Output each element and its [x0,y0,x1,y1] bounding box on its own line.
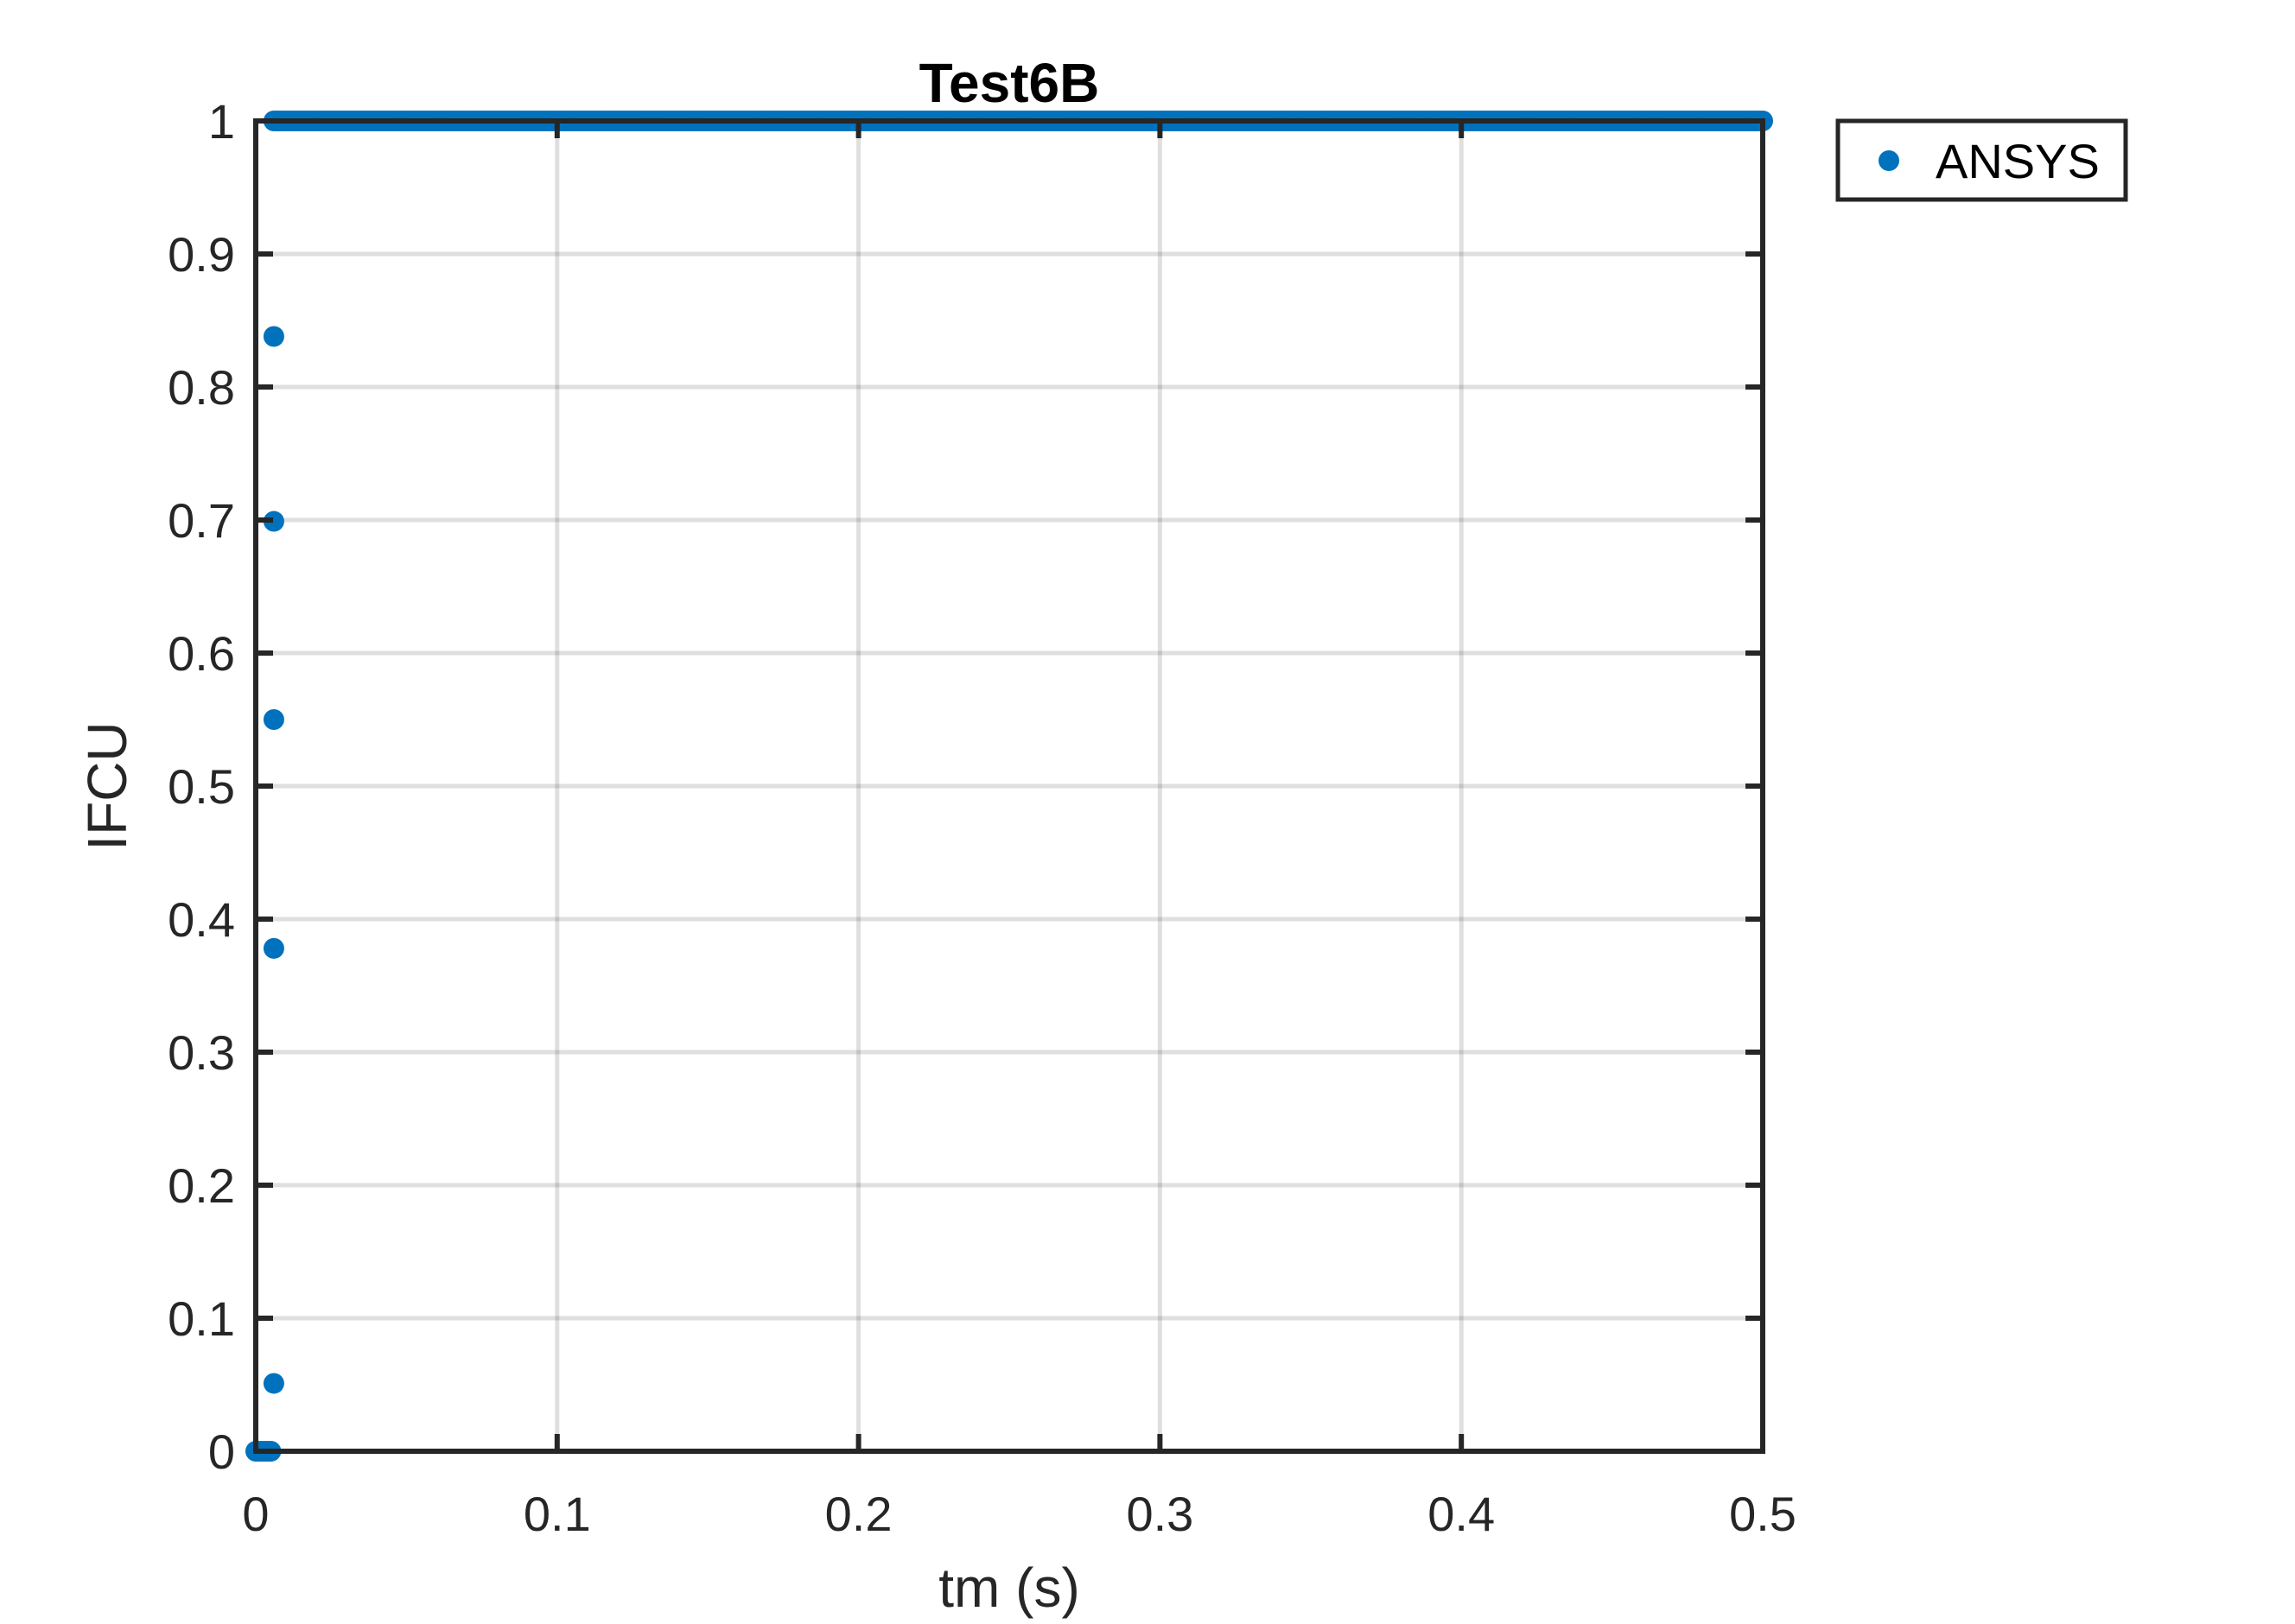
legend-marker [1879,150,1899,171]
y-tick-label: 1 [208,94,235,149]
y-tick-label: 0.2 [168,1158,235,1213]
y-tick-label: 0.3 [168,1025,235,1080]
y-tick-label: 0.7 [168,493,235,548]
tick-marks [253,118,1765,1454]
legend-entry-ansys: ANSYS [1936,134,2100,188]
y-tick-label: 0.6 [168,626,235,681]
y-tick-label: 0.9 [168,227,235,282]
y-tick-label: 0.8 [168,360,235,415]
y-axis-label: IFCU [76,721,138,850]
data-point [263,511,284,532]
data-point [263,326,284,347]
x-axis-label: tm (s) [938,1557,1080,1619]
legend: ANSYS [1835,118,2128,202]
data-point [263,1373,284,1394]
x-tick-label: 0.5 [1729,1487,1796,1541]
y-tick-label: 0.4 [168,892,235,947]
y-tick-label: 0.1 [168,1291,235,1346]
x-tick-label: 0 [242,1487,269,1541]
x-tick-label: 0.4 [1427,1487,1495,1541]
x-tick-label: 0.1 [524,1487,591,1541]
data-point [263,709,284,730]
chart-title: Test6B [919,52,1100,114]
grid-lines [256,121,1763,1451]
x-tick-label: 0.3 [1126,1487,1193,1541]
y-tick-label: 0 [208,1424,235,1479]
data-point [263,937,284,959]
y-tick-labels: 0 0.1 0.2 0.3 0.4 0.5 0.6 0.7 0.8 0.9 1 [168,94,235,1479]
x-tick-label: 0.2 [825,1487,893,1541]
y-tick-label: 0.5 [168,759,235,814]
x-tick-labels: 0 0.1 0.2 0.3 0.4 0.5 [242,1487,1796,1541]
